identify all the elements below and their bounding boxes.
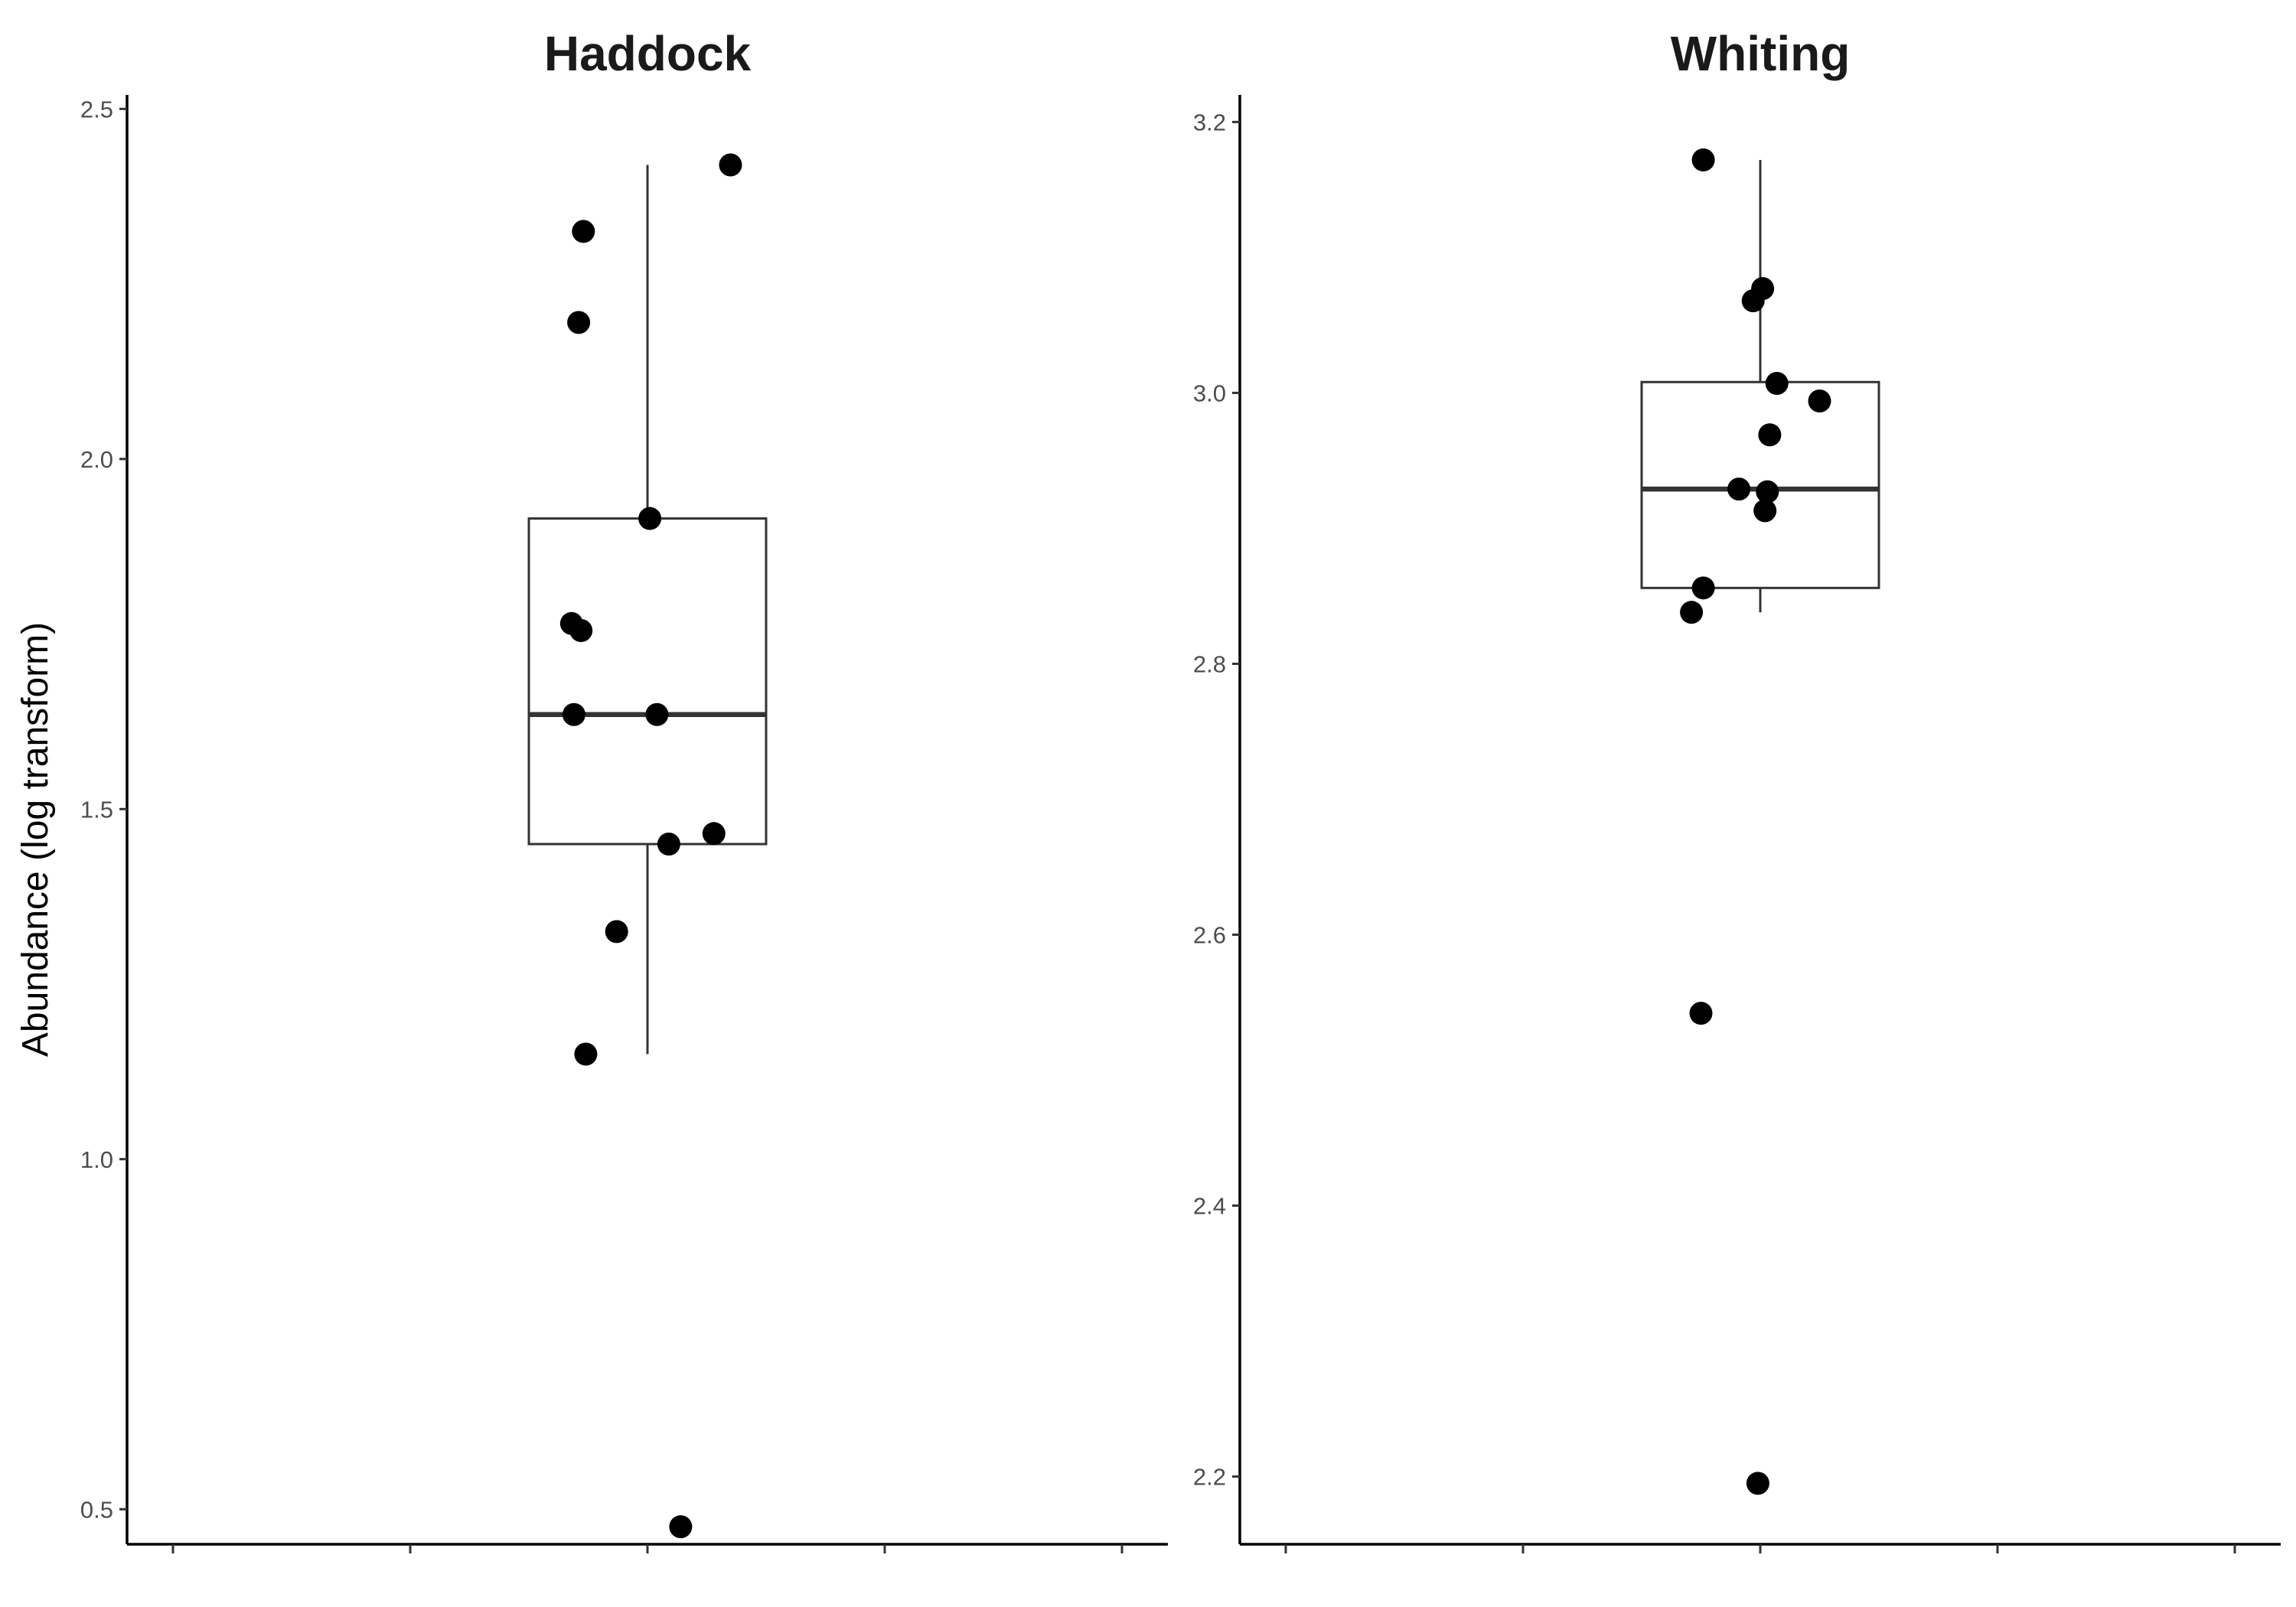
data-point [669, 1515, 693, 1539]
y-axis-title: Abundance (log transform) [15, 622, 56, 1057]
data-point [1691, 576, 1715, 600]
data-point [1758, 423, 1782, 447]
data-point [567, 311, 591, 334]
y-tick-label: 2.8 [1193, 650, 1226, 677]
y-tick-label: 2.5 [80, 96, 113, 122]
data-point [1753, 499, 1777, 523]
data-point [1746, 1472, 1769, 1495]
data-point [657, 833, 680, 856]
y-tick-label: 2.6 [1193, 921, 1226, 948]
panel-haddock: Haddock 0.5 1.0 1.5 2.0 2.5 [80, 26, 1168, 1553]
data-point [719, 153, 742, 177]
data-point [1689, 1002, 1713, 1025]
data-point [1765, 372, 1789, 396]
y-tick-label: 1.0 [80, 1146, 113, 1173]
data-point [574, 1042, 598, 1066]
data-point [605, 920, 628, 944]
y-tick-label: 3.0 [1193, 380, 1226, 406]
data-point [1680, 601, 1704, 624]
data-point [572, 220, 595, 243]
data-point [1808, 390, 1831, 413]
data-point [1751, 277, 1775, 301]
data-point [702, 822, 726, 846]
data-point [1756, 480, 1779, 504]
y-tick-label: 0.5 [80, 1496, 113, 1523]
data-point [569, 618, 593, 642]
data-point [562, 702, 585, 726]
y-tick-label: 1.5 [80, 796, 113, 823]
y-tick-label: 3.2 [1193, 109, 1226, 135]
panel-title: Haddock [544, 26, 752, 81]
data-point [645, 702, 669, 726]
y-tick-label: 2.4 [1193, 1192, 1226, 1219]
panel-title: Whiting [1671, 26, 1851, 81]
data-point [1691, 148, 1715, 171]
y-tick-label: 2.0 [80, 446, 113, 473]
panel-whiting: Whiting 2.2 2.4 2.6 2.8 3.0 3.2 [1193, 26, 2281, 1553]
box-iqr [527, 517, 768, 846]
data-point [638, 507, 662, 530]
data-point [1727, 478, 1751, 501]
y-tick-label: 2.2 [1193, 1463, 1226, 1490]
